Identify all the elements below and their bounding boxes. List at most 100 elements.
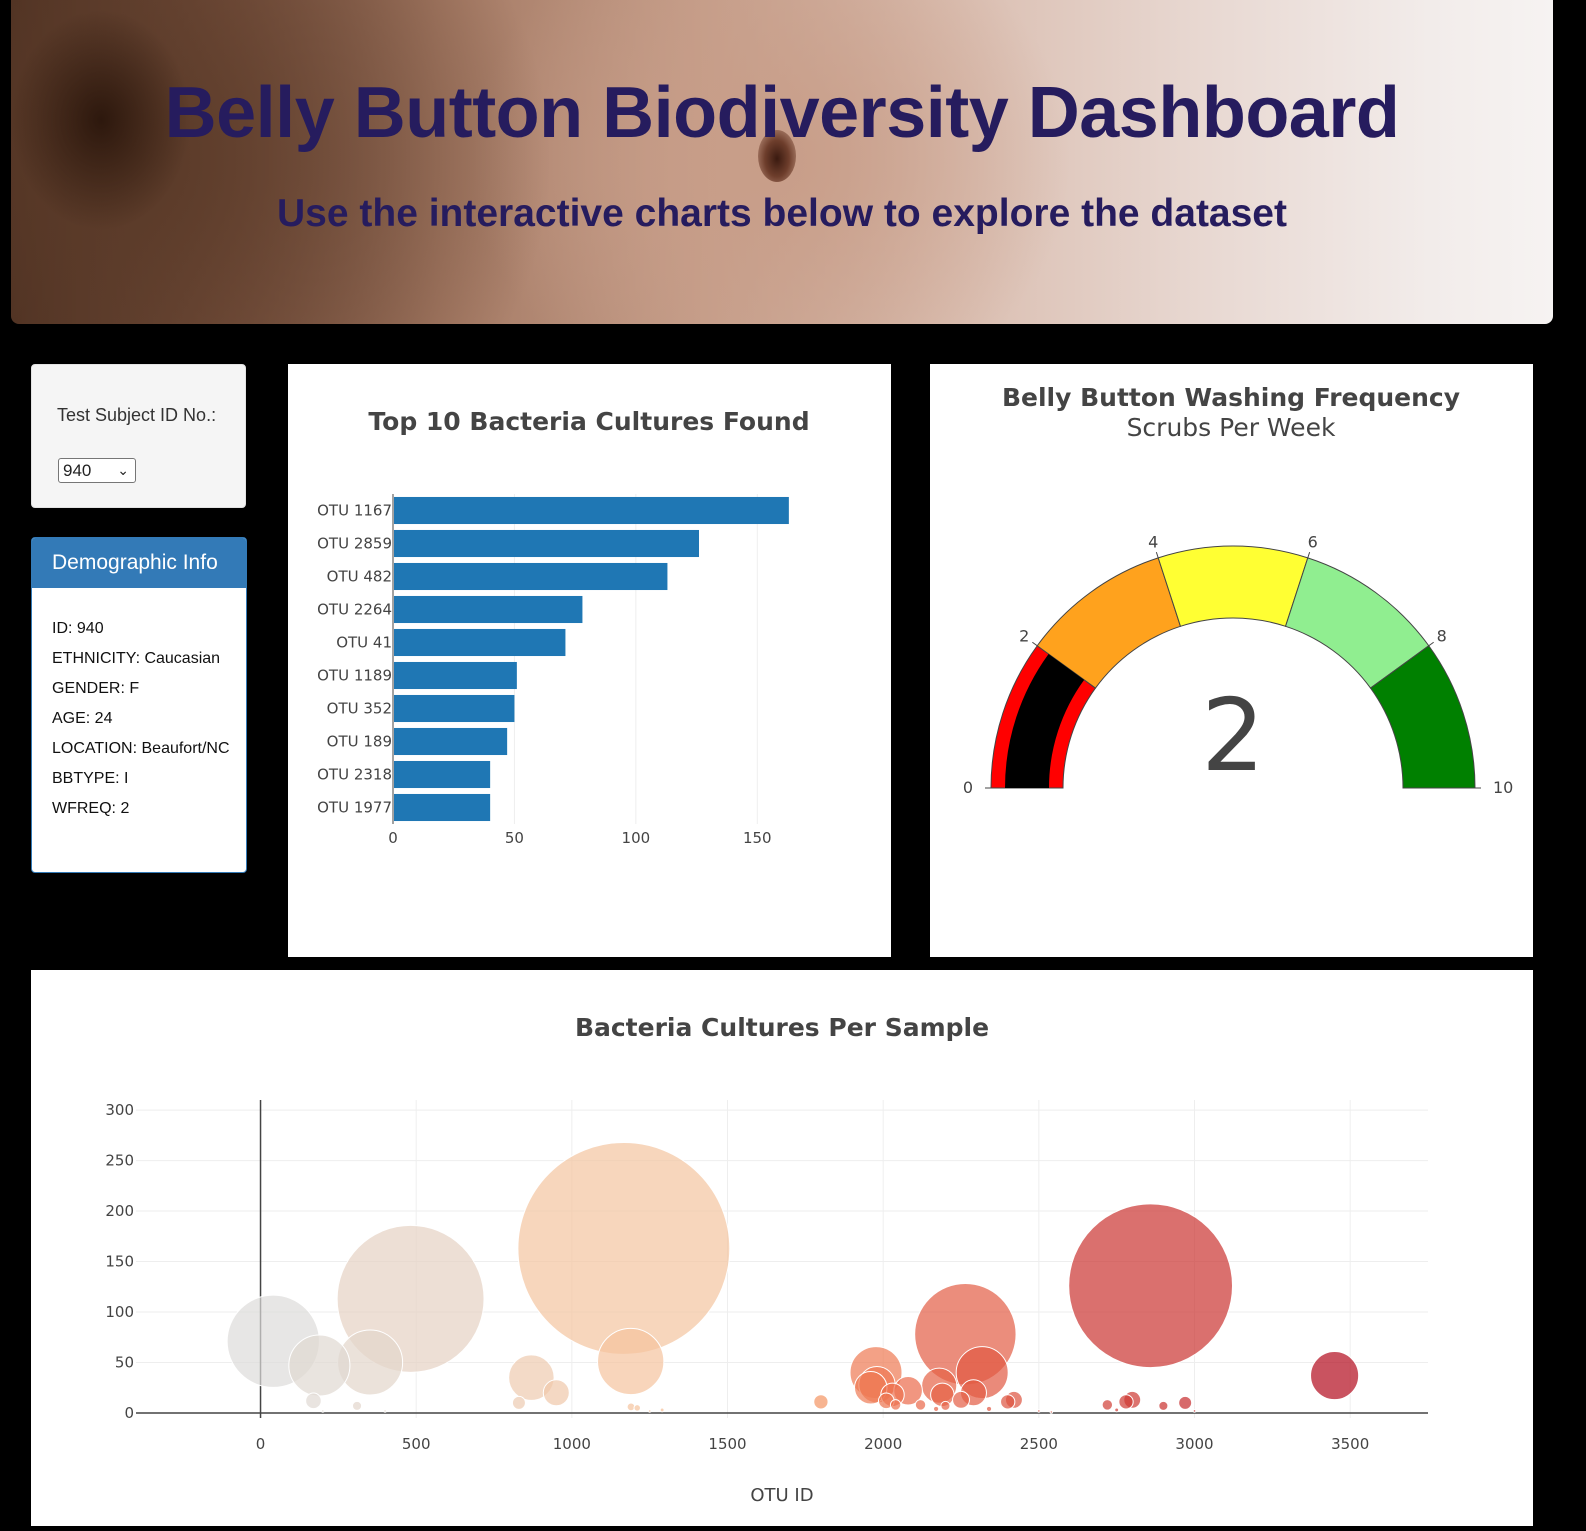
bar [394,529,699,558]
bubble [1101,1399,1114,1411]
bubble-x-tick-label: 500 [402,1435,431,1453]
bar-chart-card: Top 10 Bacteria Cultures Found 0 50 100 150 O… [288,364,891,957]
bubble-y-tick-label: 300 [105,1101,134,1119]
bubble [1068,1203,1234,1369]
bar-x-tick-label: 0 [388,829,398,847]
bubble [1037,1409,1041,1413]
bubble [1049,1410,1053,1414]
gauge-tick [1307,551,1311,558]
bar [394,661,517,690]
bar [394,562,668,591]
bar-chart: Top 10 Bacteria Cultures Found 0 50 100 150 O… [317,407,809,847]
bubble-x-tick-label: 1500 [708,1435,746,1453]
demographic-row: GENDER: F [52,680,140,697]
bar-x-tick-label: 150 [743,829,772,847]
bubble-x-tick-label: 2000 [864,1435,902,1453]
bar [394,496,789,525]
bar-y-tick-label: OTU 189 [327,733,392,751]
demographic-row: AGE: 24 [52,710,113,727]
gauge-tick [1428,641,1434,647]
header-banner: Belly Button Biodiversity Dashboard Use … [11,0,1553,324]
demographic-row: BBTYPE: I [52,770,129,787]
bubble [1192,1409,1197,1413]
bubble [1310,1351,1360,1401]
bar [394,694,515,723]
bubble-y-tick-label: 150 [105,1253,134,1271]
gauge-value-bar [1005,653,1085,788]
bubble-chart-card: Bacteria Cultures Per Sample 0 500 1000 1500… [31,970,1533,1526]
gauge-subtitle: Scrubs Per Week [1127,413,1336,442]
bubble-y-tick-label: 50 [115,1353,134,1371]
demographic-row: LOCATION: Beaufort/NC [52,740,230,757]
bubble [383,1409,387,1413]
bubble-x-tick-label: 3000 [1175,1435,1213,1453]
bubble [351,1400,363,1411]
page-title: Belly Button Biodiversity Dashboard [164,73,1400,153]
gauge-value-label: 2 [1201,677,1265,794]
bubble-x-tick-label: 0 [256,1435,266,1453]
bar-y-tick-label: OTU 2318 [317,766,392,784]
demographic-list: ID: 940 ETHNICITY: Caucasian GENDER: F AGE:… [32,588,246,817]
bubble [1118,1394,1134,1410]
bubble-chart-title: Bacteria Cultures Per Sample [575,1013,989,1042]
bubble [288,1334,351,1397]
bubble-x-tick-label: 3500 [1331,1435,1369,1453]
demographic-row: ID: 940 [52,620,104,637]
bubble [952,1390,970,1409]
bubble [940,1400,951,1411]
demographic-row: ETHNICITY: Caucasian [52,650,221,667]
bar [394,727,508,756]
page-subtitle: Use the interactive charts below to expl… [277,192,1287,235]
bubble [1114,1407,1120,1413]
chevron-down-icon: ⌄ [117,462,129,478]
demographic-row: WFREQ: 2 [52,800,130,817]
gauge-tick-label: 2 [1019,626,1029,645]
subject-selector-panel: Test Subject ID No.: 940 ⌄ [31,364,246,508]
bar-y-tick-label: OTU 1167 [317,502,392,520]
bubble [914,1399,927,1411]
bubble [511,1395,526,1410]
bubble [517,1141,731,1355]
bar-y-tick-label: OTU 2859 [317,535,392,553]
gauge-tick-label: 6 [1308,533,1318,552]
bubble-x-tick-label: 2500 [1020,1435,1058,1453]
bar [394,760,491,789]
bar-y-tick-label: OTU 352 [327,700,392,718]
subject-id-select[interactable]: 940 ⌄ [58,458,136,483]
bubble-y-tick-label: 0 [124,1404,134,1422]
bar-y-tick-label: OTU 482 [327,568,392,586]
bubble [542,1379,570,1407]
gauge-tick-label: 10 [1493,778,1513,797]
bubble [1178,1395,1193,1410]
bar-x-tick-label: 100 [622,829,651,847]
bar [394,595,583,624]
bar-chart-title: Top 10 Bacteria Cultures Found [368,407,809,436]
bar [394,793,491,822]
gauge-chart-card: Belly Button Washing Frequency Scrubs Per… [930,364,1533,957]
banner-image [758,130,796,182]
bubble [889,1399,902,1411]
bubble-x-axis-title: OTU ID [750,1485,813,1506]
gauge-title: Belly Button Washing Frequency [1002,383,1460,412]
bar-y-tick-label: OTU 1189 [317,667,392,685]
bubble [1000,1394,1016,1410]
subject-id-value: 940 [63,461,92,480]
gauge-tick [1032,641,1038,647]
bar [394,628,566,657]
bubble [659,1407,665,1413]
bar-y-tick-label: OTU 41 [336,634,392,652]
bubble [305,1392,322,1410]
bubble [813,1394,829,1410]
bubble [933,1405,940,1413]
bubble-y-tick-label: 100 [105,1303,134,1321]
bubble [320,1409,325,1413]
bubble [985,1405,993,1413]
bubble [597,1327,665,1396]
gauge-band [1157,545,1309,627]
bar-y-tick-label: OTU 2264 [317,601,392,619]
bubble [633,1404,641,1412]
demographic-panel-title: Demographic Info [32,538,246,588]
gauge-tick-label: 8 [1437,626,1447,645]
